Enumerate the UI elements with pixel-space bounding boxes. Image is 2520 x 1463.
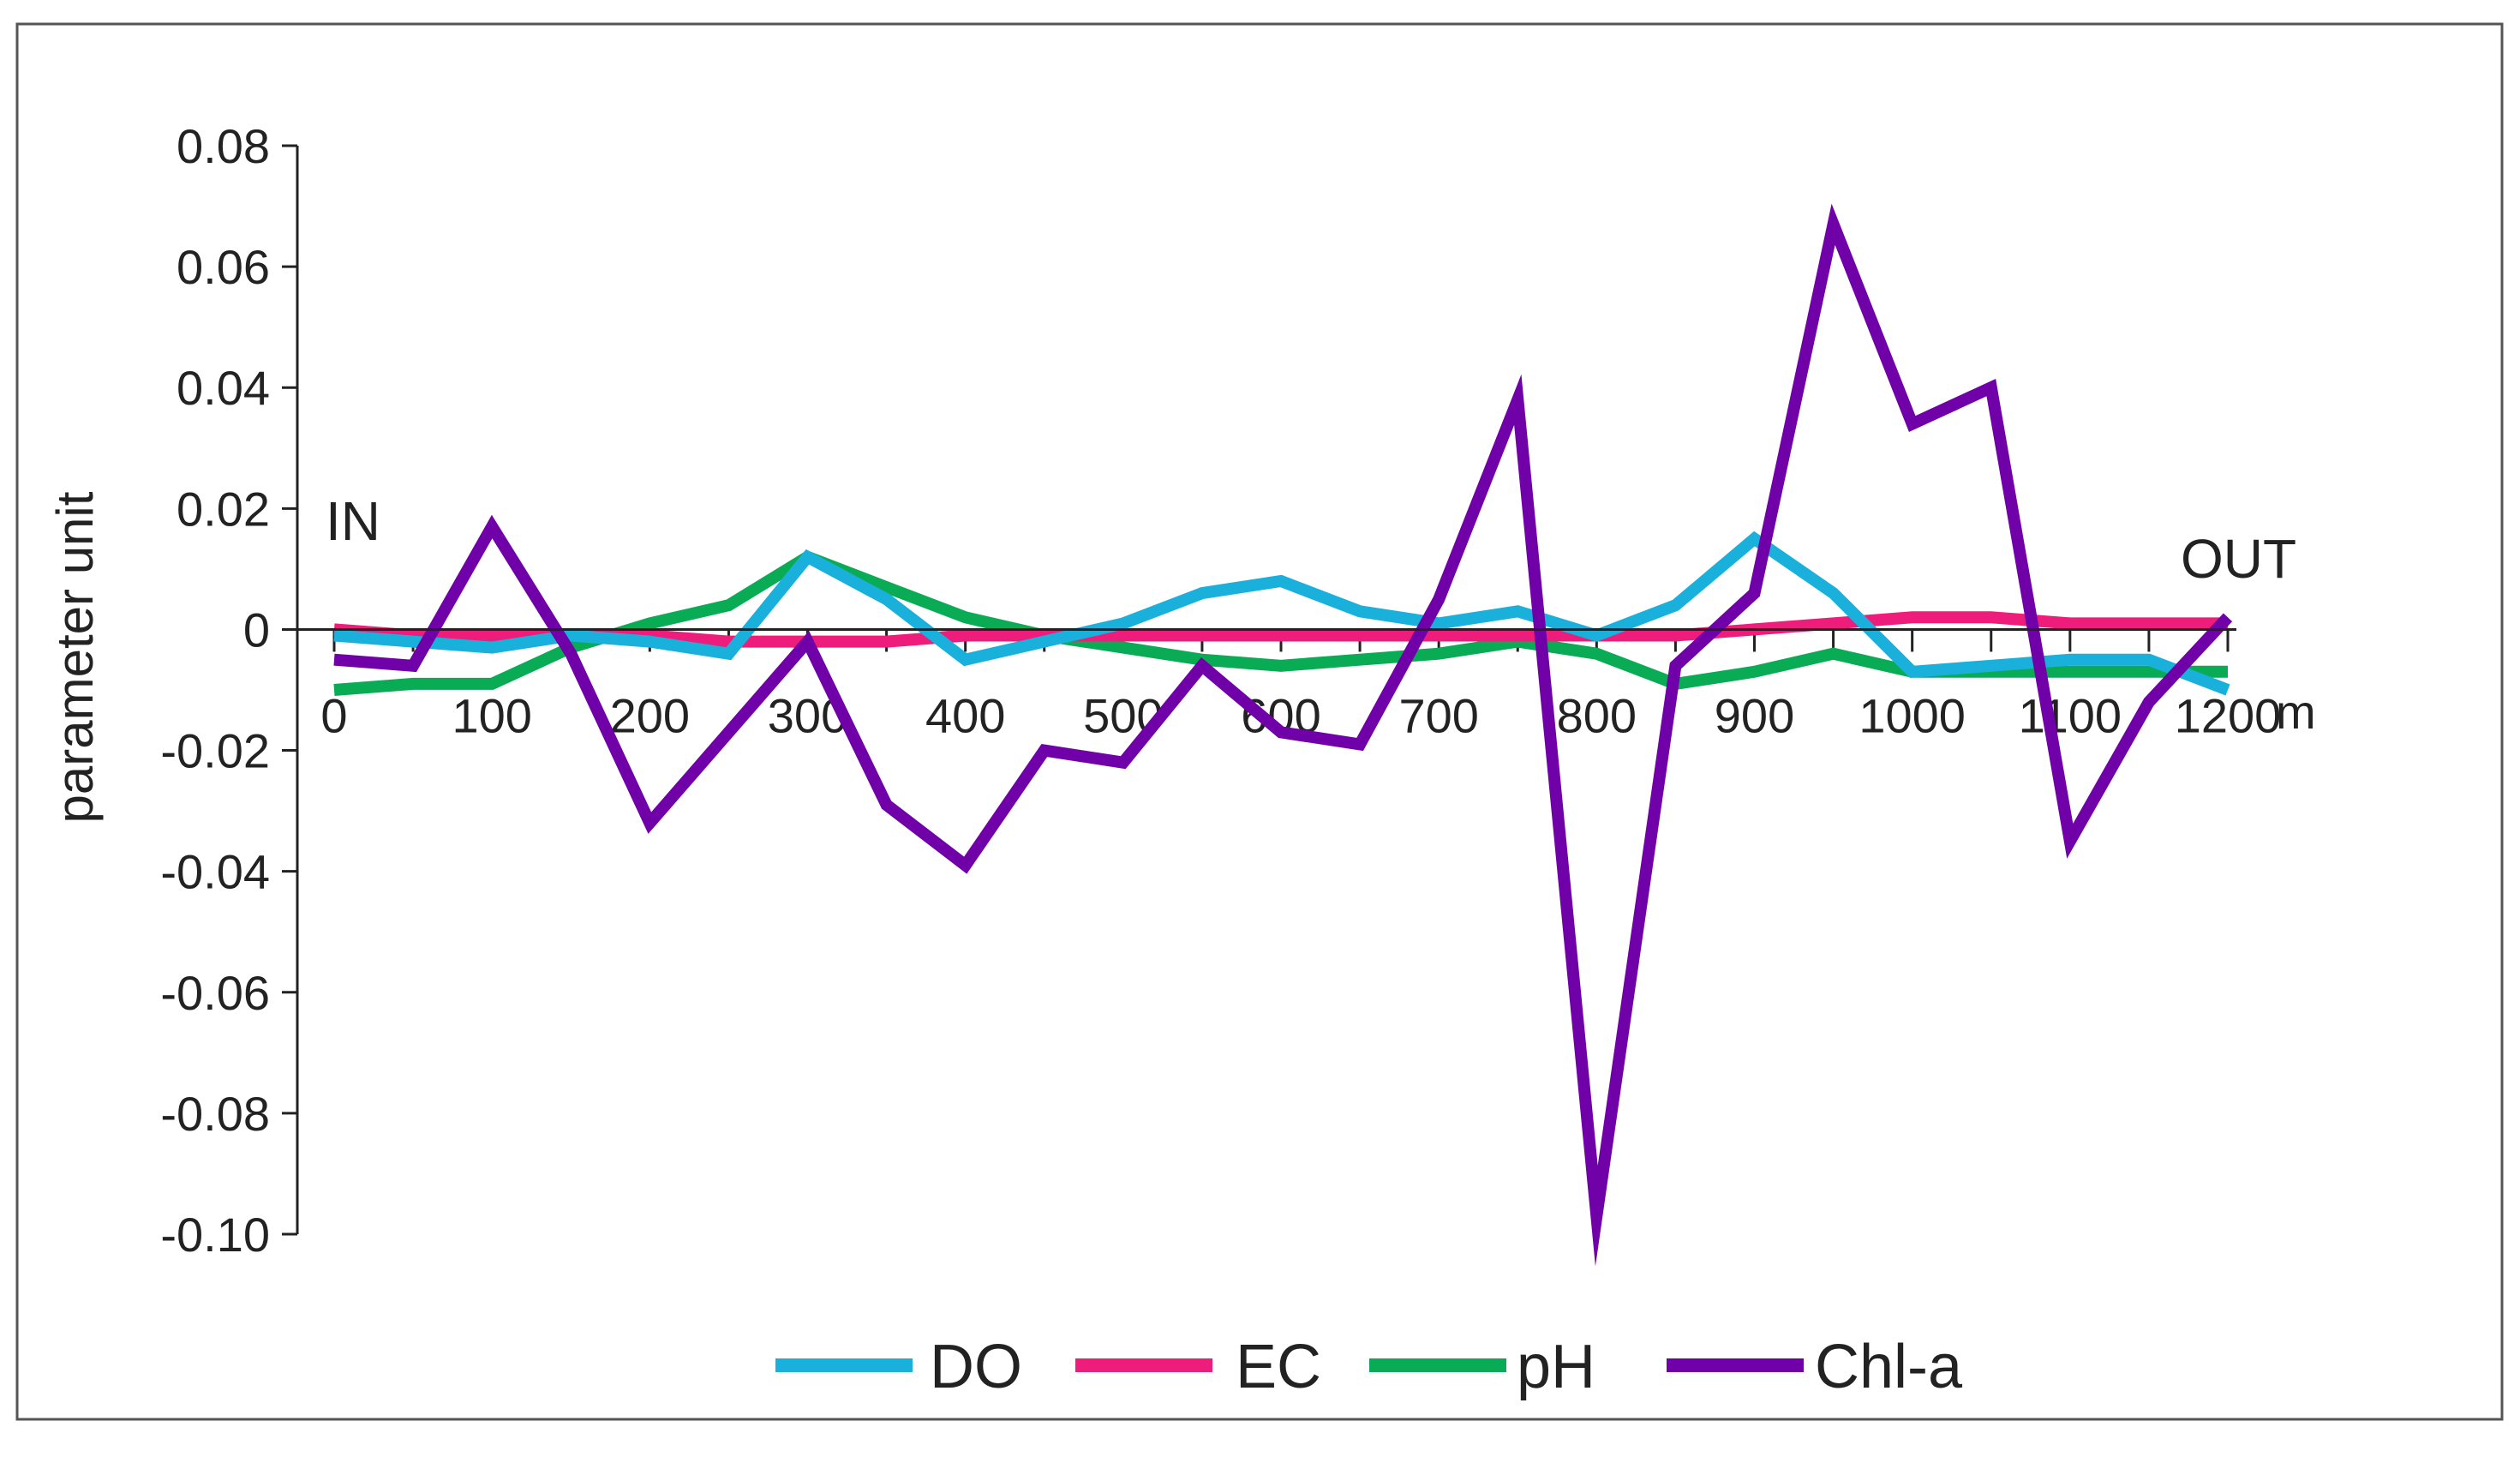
x-axis-ticks: 0 100 200 300 400 500 600 700 800 900 1000 1100 1200 <box>320 629 2281 742</box>
y-tick-label: -0.08 <box>160 1087 270 1141</box>
x-tick-label: 200 <box>610 688 690 742</box>
series-line-do <box>333 531 2230 696</box>
legend-label-do: DO <box>930 1333 1022 1401</box>
y-tick-label: -0.02 <box>160 724 270 778</box>
annotation-out: OUT <box>2181 528 2296 590</box>
x-tick-label: 700 <box>1398 688 1478 742</box>
y-tick-label: 0.06 <box>177 240 270 294</box>
x-tick-label: 1000 <box>1859 688 1966 742</box>
series-line-chl-a <box>333 203 2233 1267</box>
legend-label-ph: pH <box>1517 1333 1595 1401</box>
y-tick-label: -0.04 <box>160 845 270 899</box>
y-tick-label: 0.08 <box>177 119 270 173</box>
x-tick-label: 1200 <box>2175 688 2282 742</box>
x-tick-label: 0 <box>320 688 347 742</box>
y-tick-label: 0.04 <box>177 361 270 415</box>
x-tick-label: 900 <box>1715 688 1794 742</box>
axes <box>296 146 2236 1234</box>
x-tick-label: 400 <box>925 688 1005 742</box>
x-tick-label: 1100 <box>2019 688 2122 742</box>
y-tick-label: -0.10 <box>160 1208 270 1262</box>
series-line-ec <box>333 611 2228 648</box>
x-axis-unit: m <box>2276 685 2316 739</box>
y-tick-label: 0 <box>243 603 270 657</box>
series-lines <box>333 203 2233 1267</box>
y-axis-ticks: 0.08 0.06 0.04 0.02 0 -0.02 -0.04 -0.06 -0.08 -0.… <box>160 119 297 1262</box>
legend-label-ec: EC <box>1236 1333 1321 1401</box>
x-tick-label: 100 <box>452 688 531 742</box>
x-tick-label: 800 <box>1557 688 1637 742</box>
y-axis-title: parameter unit <box>46 491 104 823</box>
legend: DO EC pH Chl-a <box>775 1333 1963 1401</box>
y-tick-label: -0.06 <box>160 966 270 1020</box>
y-tick-label: 0.02 <box>177 482 270 536</box>
annotation-in: IN <box>326 490 380 552</box>
legend-label-chl-a: Chl-a <box>1815 1333 1963 1401</box>
